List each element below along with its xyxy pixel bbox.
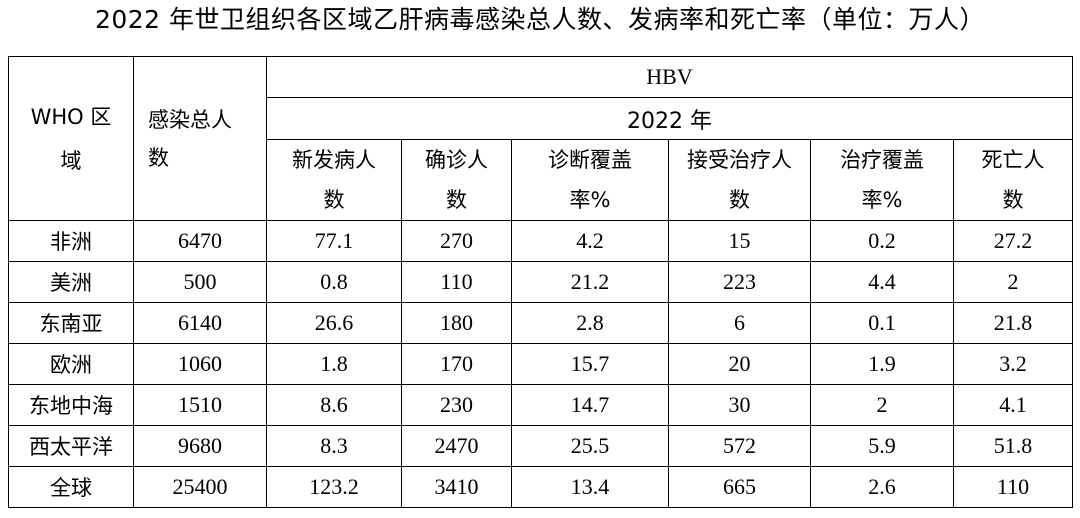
value-cell: 3410 <box>401 466 512 508</box>
header-diagnosed: 确诊人 数 <box>401 139 512 221</box>
value-cell: 26.6 <box>266 302 402 344</box>
header-hbv: HBV <box>265 56 1074 98</box>
value-cell: 2470 <box>401 425 512 467</box>
region-cell: 东地中海 <box>8 384 134 426</box>
region-cell: 全球 <box>8 466 134 508</box>
value-cell: 51.8 <box>952 425 1074 467</box>
header-treatment-coverage-label: 治疗覆盖 率% <box>840 148 924 212</box>
header-diagnosis-coverage-label: 诊断覆盖 率% <box>548 148 632 212</box>
value-cell: 6470 <box>133 220 267 262</box>
table-row: 东南亚 6140 26.6 180 2.8 6 0.1 21.8 <box>8 302 1074 344</box>
hbv-statistics-table: WHO 区 域 感染总人 数 HBV 2022 年 新发病人 数 确诊人 数 诊… <box>8 56 1074 508</box>
header-total-infected-label: 感染总人 数 <box>148 107 232 170</box>
value-cell: 572 <box>668 425 811 467</box>
region-cell: 东南亚 <box>8 302 134 344</box>
value-cell: 2 <box>810 384 954 426</box>
value-cell: 123.2 <box>266 466 402 508</box>
value-cell: 2.8 <box>511 302 669 344</box>
value-cell: 5.9 <box>810 425 954 467</box>
value-cell: 1.9 <box>810 343 954 385</box>
value-cell: 8.6 <box>266 384 402 426</box>
value-cell: 20 <box>668 343 811 385</box>
table-row: 非洲 6470 77.1 270 4.2 15 0.2 27.2 <box>8 220 1074 262</box>
value-cell: 1.8 <box>266 343 402 385</box>
value-cell: 4.2 <box>511 220 669 262</box>
value-cell: 9680 <box>133 425 267 467</box>
value-cell: 21.2 <box>511 261 669 303</box>
header-region-label: WHO 区 域 <box>30 104 112 173</box>
header-total-infected: 感染总人 数 <box>133 56 267 221</box>
header-treated: 接受治疗人 数 <box>668 139 811 221</box>
value-cell: 230 <box>401 384 512 426</box>
value-cell: 665 <box>668 466 811 508</box>
value-cell: 27.2 <box>952 220 1074 262</box>
value-cell: 6140 <box>133 302 267 344</box>
value-cell: 15.7 <box>511 343 669 385</box>
value-cell: 180 <box>401 302 512 344</box>
value-cell: 0.1 <box>810 302 954 344</box>
value-cell: 110 <box>952 466 1074 508</box>
header-new-cases: 新发病人 数 <box>266 139 402 221</box>
value-cell: 25.5 <box>511 425 669 467</box>
value-cell: 6 <box>668 302 811 344</box>
value-cell: 15 <box>668 220 811 262</box>
value-cell: 4.1 <box>952 384 1074 426</box>
header-year: 2022 年 <box>265 97 1074 140</box>
table-row: 美洲 500 0.8 110 21.2 223 4.4 2 <box>8 261 1074 303</box>
value-cell: 4.4 <box>810 261 954 303</box>
value-cell: 77.1 <box>266 220 402 262</box>
value-cell: 8.3 <box>266 425 402 467</box>
header-deaths: 死亡人 数 <box>952 139 1074 221</box>
header-new-cases-label: 新发病人 数 <box>292 148 376 212</box>
value-cell: 270 <box>401 220 512 262</box>
header-diagnosed-label: 确诊人 数 <box>425 148 488 212</box>
value-cell: 500 <box>133 261 267 303</box>
value-cell: 223 <box>668 261 811 303</box>
region-cell: 西太平洋 <box>8 425 134 467</box>
table-row: 东地中海 1510 8.6 230 14.7 30 2 4.1 <box>8 384 1074 426</box>
header-diagnosis-coverage: 诊断覆盖 率% <box>511 139 669 221</box>
table-row: 全球 25400 123.2 3410 13.4 665 2.6 110 <box>8 466 1074 508</box>
table-row: 欧洲 1060 1.8 170 15.7 20 1.9 3.2 <box>8 343 1074 385</box>
value-cell: 170 <box>401 343 512 385</box>
value-cell: 1510 <box>133 384 267 426</box>
value-cell: 0.2 <box>810 220 954 262</box>
header-deaths-label: 死亡人 数 <box>981 148 1045 212</box>
value-cell: 13.4 <box>511 466 669 508</box>
page-title: 2022 年世卫组织各区域乙肝病毒感染总人数、发病率和死亡率（单位：万人） <box>94 5 986 34</box>
value-cell: 14.7 <box>511 384 669 426</box>
value-cell: 0.8 <box>266 261 402 303</box>
region-cell: 非洲 <box>8 220 134 262</box>
value-cell: 110 <box>401 261 512 303</box>
value-cell: 2 <box>952 261 1074 303</box>
value-cell: 30 <box>668 384 811 426</box>
value-cell: 2.6 <box>810 466 954 508</box>
header-treated-label: 接受治疗人 数 <box>687 148 792 212</box>
region-cell: 欧洲 <box>8 343 134 385</box>
value-cell: 25400 <box>133 466 267 508</box>
region-cell: 美洲 <box>8 261 134 303</box>
header-region: WHO 区 域 <box>8 56 134 221</box>
header-treatment-coverage: 治疗覆盖 率% <box>810 139 954 221</box>
table-row: 西太平洋 9680 8.3 2470 25.5 572 5.9 51.8 <box>8 425 1074 467</box>
value-cell: 3.2 <box>952 343 1074 385</box>
value-cell: 1060 <box>133 343 267 385</box>
value-cell: 21.8 <box>952 302 1074 344</box>
